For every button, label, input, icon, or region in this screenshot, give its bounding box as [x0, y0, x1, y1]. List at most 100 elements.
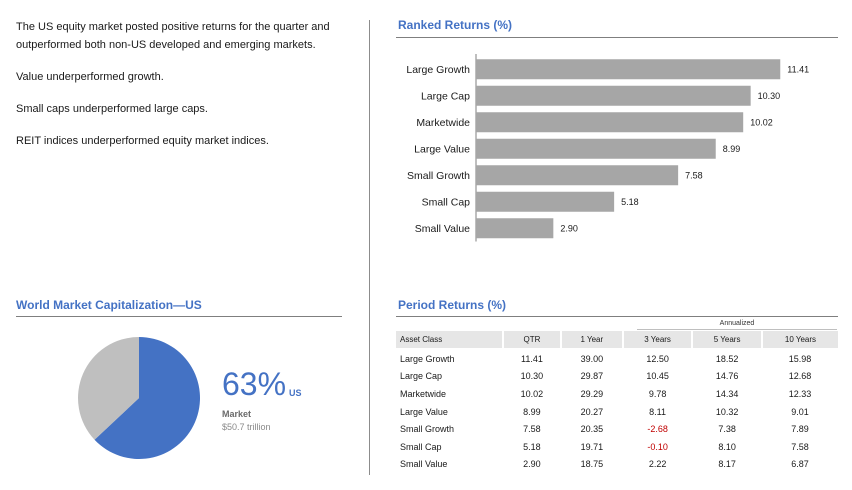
return-cell: 7.38 — [718, 424, 736, 435]
us-market-share-percent: 63% — [222, 366, 287, 402]
value-label: 10.02 — [750, 117, 773, 127]
return-cell: 8.10 — [718, 441, 736, 452]
ranked-returns-chart: Large Growth 11.41 Large Cap 10.30 Marketwid… — [406, 54, 809, 242]
return-cell: 12.33 — [788, 388, 812, 399]
return-cell: 7.58 — [791, 441, 809, 452]
market-label: Market — [222, 409, 252, 419]
world-market-cap-title: World Market Capitalization—US — [16, 298, 202, 312]
value-label: 11.41 — [787, 64, 809, 74]
column-header-1-year: 1 Year — [559, 331, 623, 348]
value-label: 8.99 — [723, 144, 741, 154]
return-cell: 15.98 — [788, 353, 812, 364]
value-label: 5.18 — [621, 197, 639, 207]
period-returns-title: Period Returns (%) — [398, 298, 507, 312]
table-row: Large Value 8.99 20.27 8.11 10.32 9.01 — [396, 403, 838, 421]
ranked-returns-title: Ranked Returns (%) — [398, 18, 513, 32]
asset-class-cell: Marketwide — [400, 388, 447, 399]
return-cell: 7.58 — [523, 424, 541, 435]
return-cell: 10.32 — [715, 406, 739, 417]
return-cell: 19.71 — [580, 441, 604, 452]
summary-paragraph: The US equity market posted positive ret… — [16, 21, 330, 51]
return-cell: 18.52 — [715, 353, 739, 364]
return-cell: 11.41 — [520, 353, 543, 364]
return-cell: 8.17 — [718, 459, 736, 470]
table-row: Small Cap 5.18 19.71 -0.10 8.10 7.58 — [396, 438, 838, 456]
pie-slice-us — [94, 337, 200, 459]
bar — [476, 191, 615, 212]
return-cell: 14.76 — [715, 371, 739, 382]
value-label: 7.58 — [685, 170, 703, 180]
column-header-qtr: QTR — [502, 331, 561, 348]
return-cell: 12.50 — [646, 353, 669, 364]
category-label: Large Value — [414, 143, 470, 155]
table-header-row: Asset Class QTR 1 Year 3 Years 5 Years 1… — [396, 331, 838, 348]
world-market-cap-rule — [16, 316, 342, 317]
column-header-asset-class: Asset Class — [396, 331, 503, 348]
return-cell: 20.27 — [580, 406, 604, 417]
period-returns-table: Asset Class QTR 1 Year 3 Years 5 Years 1… — [396, 331, 838, 473]
table-row: Marketwide 10.02 29.29 9.78 14.34 12.33 — [396, 385, 838, 403]
us-market-share-suffix: US — [289, 388, 302, 398]
return-cell: 10.30 — [520, 371, 544, 382]
return-cell: 12.68 — [788, 371, 812, 382]
pie-slice-other — [78, 337, 139, 440]
column-header-10-years: 10 Years — [760, 331, 838, 348]
return-cell: 10.45 — [646, 371, 669, 382]
asset-class-cell: Small Value — [400, 459, 448, 470]
bar — [476, 59, 781, 80]
market-summary: The US equity market posted positive ret… — [16, 18, 346, 164]
return-cell: 2.90 — [523, 459, 541, 470]
category-label: Large Cap — [421, 90, 470, 102]
summary-paragraph: Value underperformed growth. — [16, 71, 164, 83]
category-label: Marketwide — [416, 117, 470, 129]
summary-paragraph: REIT indices underperformed equity marke… — [16, 135, 269, 147]
category-label: Small Value — [415, 223, 470, 235]
summary-paragraph: Small caps underperformed large caps. — [16, 103, 208, 115]
market-cap-pie-chart — [78, 337, 200, 459]
category-label: Large Growth — [406, 64, 470, 76]
annualized-rule — [637, 329, 837, 330]
table-row: Small Growth 7.58 20.35 -2.68 7.38 7.89 — [396, 420, 838, 438]
ranked-returns-rule — [396, 37, 838, 38]
table-row: Large Cap 10.30 29.87 10.45 14.76 12.68 — [396, 368, 838, 386]
return-cell: 9.78 — [648, 388, 667, 399]
bar — [476, 138, 716, 159]
period-returns-rule — [396, 316, 838, 317]
bar — [476, 165, 679, 186]
return-cell: 9.01 — [791, 406, 809, 417]
bar — [476, 112, 744, 133]
category-label: Small Growth — [407, 170, 470, 182]
annualized-label: Annualized — [719, 320, 755, 327]
asset-class-cell: Small Growth — [400, 424, 455, 435]
return-cell: -2.68 — [647, 424, 668, 435]
return-cell: 10.02 — [520, 388, 544, 399]
return-cell: 39.00 — [580, 353, 604, 364]
return-cell: 29.87 — [580, 371, 604, 382]
return-cell: 8.99 — [523, 406, 541, 417]
return-cell: 2.22 — [648, 459, 667, 470]
return-cell: 18.75 — [580, 459, 604, 470]
value-label: 10.30 — [758, 91, 781, 101]
vertical-divider — [369, 20, 370, 475]
return-cell: 5.18 — [523, 441, 541, 452]
column-header-3-years: 3 Years — [621, 331, 693, 348]
return-cell: 20.35 — [580, 424, 604, 435]
category-label: Small Cap — [422, 196, 471, 208]
asset-class-cell: Large Growth — [400, 353, 455, 364]
value-label: 2.90 — [560, 223, 578, 233]
return-cell: -0.10 — [647, 441, 668, 452]
return-cell: 7.89 — [791, 424, 809, 435]
bar — [476, 85, 751, 106]
return-cell: 29.29 — [580, 388, 604, 399]
bar — [476, 218, 554, 239]
asset-class-cell: Large Cap — [400, 371, 443, 382]
table-body: Large Growth 11.41 39.00 12.50 18.52 15.98 Lar… — [396, 348, 838, 473]
table-row: Small Value 2.90 18.75 2.22 8.17 6.87 — [396, 456, 838, 474]
asset-class-cell: Small Cap — [400, 441, 442, 452]
return-cell: 14.34 — [715, 388, 739, 399]
asset-class-cell: Large Value — [400, 406, 448, 417]
return-cell: 8.11 — [649, 406, 667, 417]
market-value: $50.7 trillion — [222, 422, 271, 432]
return-cell: 6.87 — [791, 459, 809, 470]
table-row: Large Growth 11.41 39.00 12.50 18.52 15.98 — [396, 348, 838, 368]
